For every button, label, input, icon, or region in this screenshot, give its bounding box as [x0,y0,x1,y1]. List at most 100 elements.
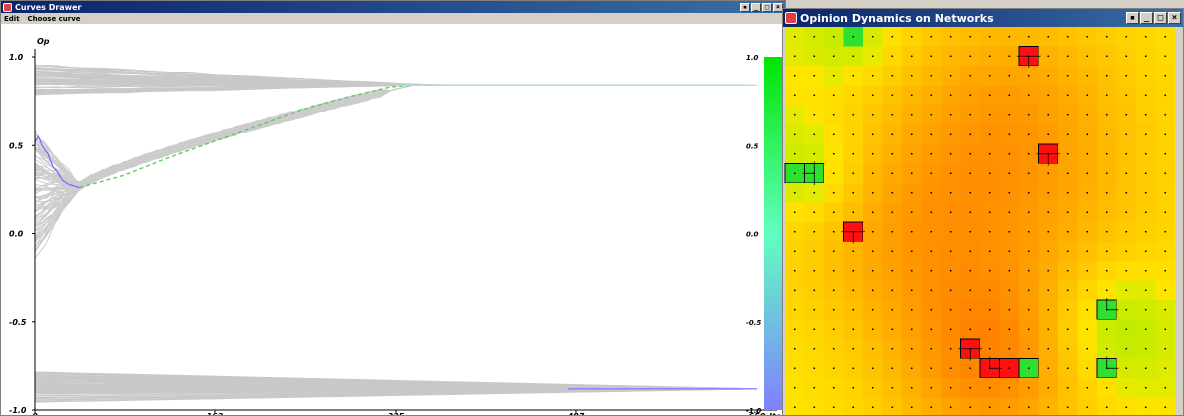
node-dot [813,328,816,331]
node-dot [1105,230,1108,233]
node-dot [793,269,796,272]
node-dot [988,250,991,253]
node-dot [1027,211,1030,214]
node-dot [871,191,874,194]
node-dot [1164,211,1167,214]
node-dot [910,386,913,389]
node-dot [1105,386,1108,389]
node-dot [832,35,835,38]
node-dot [1086,347,1089,350]
node-dot [891,172,894,175]
node-dot [1066,367,1069,370]
colorbar-gradient [764,57,785,410]
node-dot [871,347,874,350]
node-dot [930,230,933,233]
node-dot [1144,250,1147,253]
axes-layer: 1.0 0.5 0.0 -0.5 -1.0 0 162 325 487 650 Op Iter [9,37,786,416]
node-dot [988,191,991,194]
gray-curve [34,84,435,212]
gray-curve [34,84,435,237]
node-dot [1027,191,1030,194]
gray-curve [34,84,435,221]
node-dot [793,55,796,58]
node-dot [1125,94,1128,97]
gray-curve [34,84,435,188]
menu-choose-curve[interactable]: Choose curve [27,14,81,23]
node-dot [930,250,933,253]
node-dot [1047,191,1050,194]
grid-cell [824,397,844,415]
node-dot [910,250,913,253]
node-dot [1164,191,1167,194]
pin-button[interactable]: ▪ [740,2,750,12]
gray-curve [34,84,435,206]
opinion-dynamics-titlebar[interactable]: Opinion Dynamics on Networks ▪ _ □ × [783,9,1183,27]
node-dot [1144,347,1147,350]
x-axis-label: Iter [769,412,786,416]
node-dot [832,191,835,194]
node-dot [891,289,894,292]
node-dot [1086,308,1089,311]
node-dot [1086,74,1089,77]
node-dot [1027,269,1030,272]
gray-curve [34,84,435,217]
minimize-button[interactable]: _ [1140,12,1153,24]
node-dot [813,74,816,77]
node-dot [1086,133,1089,136]
gray-curve [34,84,435,240]
node-dot [832,230,835,233]
node-dot [1164,289,1167,292]
node-dot [1066,289,1069,292]
node-dot [1066,250,1069,253]
node-dot [1008,386,1011,389]
node-dot [1047,230,1050,233]
gray-curve [34,84,435,219]
node-dot [1144,35,1147,38]
node-dot [871,269,874,272]
grid-cell [921,397,941,415]
opinion-grid[interactable] [783,27,1183,415]
node-dot [949,230,952,233]
node-dot [1125,172,1128,175]
node-dot [988,308,991,311]
series-line [34,135,80,189]
pin-button[interactable]: ▪ [1126,12,1139,24]
node-dot [969,191,972,194]
close-button[interactable]: × [773,2,783,12]
minimize-button[interactable]: _ [751,2,761,12]
gray-curve [34,375,746,390]
node-dot [832,250,835,253]
grid-cell [999,397,1019,415]
node-dot [1066,230,1069,233]
node-dot [949,35,952,38]
node-dot [1086,35,1089,38]
maximize-button[interactable]: □ [1154,12,1167,24]
node-dot [1164,328,1167,331]
node-dot [1027,347,1030,350]
gray-curve [34,84,435,238]
node-dot [871,152,874,155]
gray-curve [34,84,435,232]
gray-curve [34,84,435,247]
node-dot [969,230,972,233]
curves-drawer-titlebar[interactable]: Curves Drawer ▪ _ □ × [1,1,785,13]
node-dot [1144,367,1147,370]
node-dot [1164,347,1167,350]
grid-cell [960,397,980,415]
gray-curve [34,84,435,248]
node-dot [1125,347,1128,350]
node-dot [1027,308,1030,311]
y-tick-label: -0.5 [9,318,27,327]
node-dot [988,94,991,97]
node-dot [1144,211,1147,214]
node-dot [1125,308,1128,311]
colorbar-label: 0.5 [746,142,759,150]
node-dot [1008,74,1011,77]
node-dot [1125,74,1128,77]
gray-curve [34,84,435,207]
menu-edit[interactable]: Edit [4,14,20,23]
close-button[interactable]: × [1168,12,1181,24]
maximize-button[interactable]: □ [762,2,772,12]
node-dot [852,35,855,38]
node-dot [1144,94,1147,97]
